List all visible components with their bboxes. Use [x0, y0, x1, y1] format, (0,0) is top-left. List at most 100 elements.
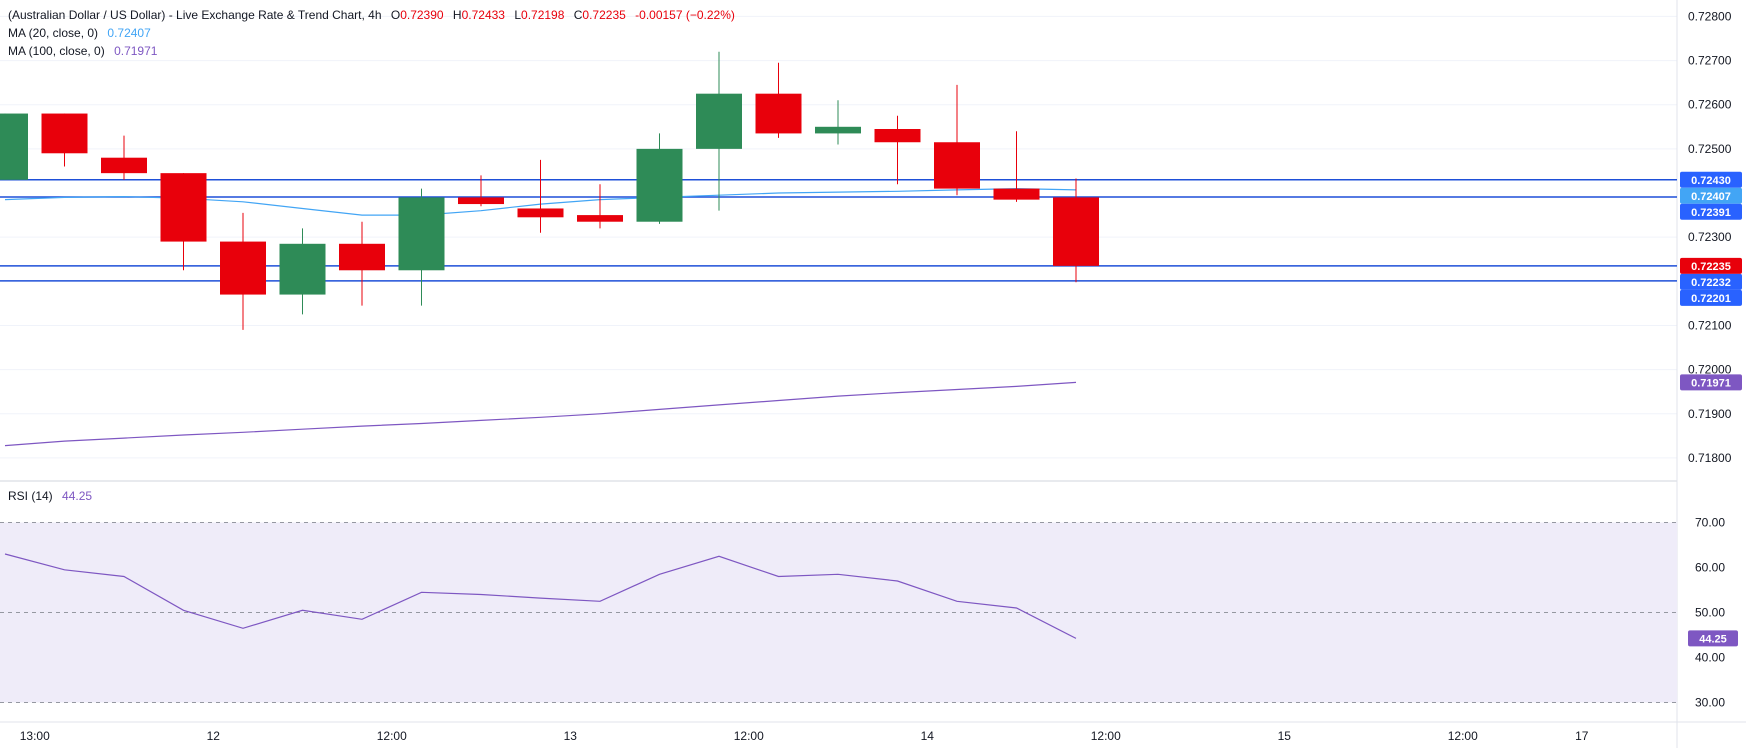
price-tag-bg — [1680, 374, 1742, 391]
price-tag-label: 0.71971 — [1691, 377, 1731, 389]
price-tag: 0.72235 — [1680, 257, 1742, 274]
price-tag-bg — [1680, 203, 1742, 220]
price-tag-bg — [1680, 187, 1742, 204]
rsi-tick-label: 40.00 — [1695, 651, 1725, 665]
price-tick-label: 0.72100 — [1688, 318, 1732, 332]
candle[interactable] — [458, 175, 504, 207]
price-tag-bg — [1680, 171, 1742, 188]
high-value: 0.72433 — [461, 8, 505, 22]
price-tags: 0.72430 0.72407 0.72391 0.72235 0.72232 0.722… — [1680, 171, 1742, 647]
candle-body — [160, 173, 207, 242]
low-value: 0.72198 — [521, 8, 565, 22]
candle-body — [696, 93, 742, 149]
candle[interactable] — [41, 113, 88, 167]
price-tag: 0.72201 — [1680, 289, 1742, 306]
candle[interactable] — [755, 62, 802, 138]
candle[interactable] — [874, 115, 921, 185]
price-tick-label: 0.71800 — [1688, 451, 1732, 465]
price-tick-label: 0.72800 — [1688, 9, 1732, 23]
time-tick-label: 14 — [921, 729, 935, 743]
rsi-tick-label: 60.00 — [1695, 561, 1725, 575]
candle[interactable] — [220, 212, 266, 330]
rsi-line — [4, 553, 1077, 639]
candle-body — [755, 93, 802, 134]
candle[interactable] — [101, 135, 147, 180]
candle-body — [815, 126, 861, 134]
candle-body — [993, 188, 1040, 200]
price-tag-label: 0.72391 — [1691, 207, 1731, 219]
price-tag: 0.72391 — [1680, 203, 1742, 220]
time-tick-label: 12:00 — [1091, 729, 1121, 743]
legend-ma20[interactable]: MA (20, close, 0) 0.72407 — [8, 26, 157, 40]
rsi-price-tag-bg — [1688, 630, 1738, 647]
price-tag: 0.72430 — [1680, 171, 1742, 188]
rsi-tick-label: 30.00 — [1695, 696, 1725, 710]
candle[interactable] — [815, 100, 861, 145]
candle-body — [517, 208, 564, 218]
time-tick-label: 17 — [1575, 729, 1589, 743]
price-tick-label: 0.72700 — [1688, 54, 1732, 68]
candle[interactable] — [993, 131, 1040, 202]
price-tag-bg — [1680, 273, 1742, 290]
price-tag: 0.72407 — [1680, 187, 1742, 204]
rsi-tick-label: 50.00 — [1695, 606, 1725, 620]
change-value: -0.00157 (−0.22%) — [635, 8, 735, 22]
rsi-line-group — [4, 553, 1077, 639]
candle[interactable] — [934, 84, 980, 196]
candle[interactable] — [0, 113, 28, 180]
candle[interactable] — [636, 133, 683, 224]
rsi-band — [0, 522, 1677, 703]
candle-body — [220, 241, 266, 295]
candle[interactable] — [160, 173, 207, 271]
price-tick-label: 0.72500 — [1688, 142, 1732, 156]
price-tag-label: 0.72430 — [1691, 175, 1731, 187]
rsi-label: RSI (14) — [8, 489, 53, 503]
price-tick-label: 0.72300 — [1688, 230, 1732, 244]
candle-body — [577, 215, 623, 222]
time-tick-label: 13:00 — [20, 729, 50, 743]
candle-body — [458, 197, 504, 205]
candle-body — [636, 148, 683, 222]
rsi-panel — [0, 522, 1677, 703]
candle[interactable] — [398, 188, 445, 306]
candle-body — [339, 243, 385, 271]
time-tick-label: 15 — [1278, 729, 1292, 743]
candle[interactable] — [696, 51, 742, 211]
rsi-value: 44.25 — [62, 489, 93, 503]
legend-rsi[interactable]: RSI (14) 44.25 — [8, 489, 98, 503]
price-axis[interactable]: 0.71800 0.71900 0.72000 0.72100 0.72300 0.725… — [1678, 0, 1746, 748]
candle-body — [41, 113, 88, 154]
low-label: L — [514, 8, 522, 22]
rsi-axis[interactable]: 30.00 40.00 50.00 60.00 70.00 — [1695, 516, 1725, 710]
candles[interactable] — [0, 51, 1099, 330]
candle-body — [101, 157, 147, 174]
close-label: C — [573, 8, 583, 22]
rsi-price-tag-label: 44.25 — [1699, 633, 1727, 645]
price-tick-label: 0.72000 — [1688, 363, 1732, 377]
price-tag: 0.71971 — [1680, 374, 1742, 391]
time-tick-label: 13 — [564, 729, 578, 743]
legend-title: (Australian Dollar / US Dollar) - Live E… — [8, 8, 382, 22]
candle[interactable] — [517, 159, 564, 233]
candle-body — [934, 142, 980, 189]
price-tag-label: 0.72201 — [1691, 293, 1731, 305]
ma100-label: MA (100, close, 0) — [8, 44, 105, 58]
candle[interactable] — [577, 184, 623, 229]
open-label: O — [390, 8, 401, 22]
legend-ma100[interactable]: MA (100, close, 0) 0.71971 — [8, 44, 163, 58]
price-tag-bg — [1680, 257, 1742, 274]
candle[interactable] — [279, 228, 326, 315]
candle[interactable] — [1053, 178, 1099, 283]
ma100-line — [4, 381, 1077, 447]
legend-main[interactable]: (Australian Dollar / US Dollar) - Live E… — [8, 8, 741, 22]
time-tick-label: 12:00 — [734, 729, 764, 743]
time-tick-label: 12:00 — [377, 729, 407, 743]
ma100-value: 0.71971 — [114, 44, 158, 58]
candle[interactable] — [339, 221, 385, 306]
open-value: 0.72390 — [400, 8, 444, 22]
time-tick-label: 12:00 — [1448, 729, 1478, 743]
rsi-tick-label: 70.00 — [1695, 516, 1725, 530]
candle-body — [279, 243, 326, 295]
time-axis[interactable]: 13:00 12 12:00 13 12:00 14 12:00 15 12:00 17 — [0, 721, 1746, 743]
